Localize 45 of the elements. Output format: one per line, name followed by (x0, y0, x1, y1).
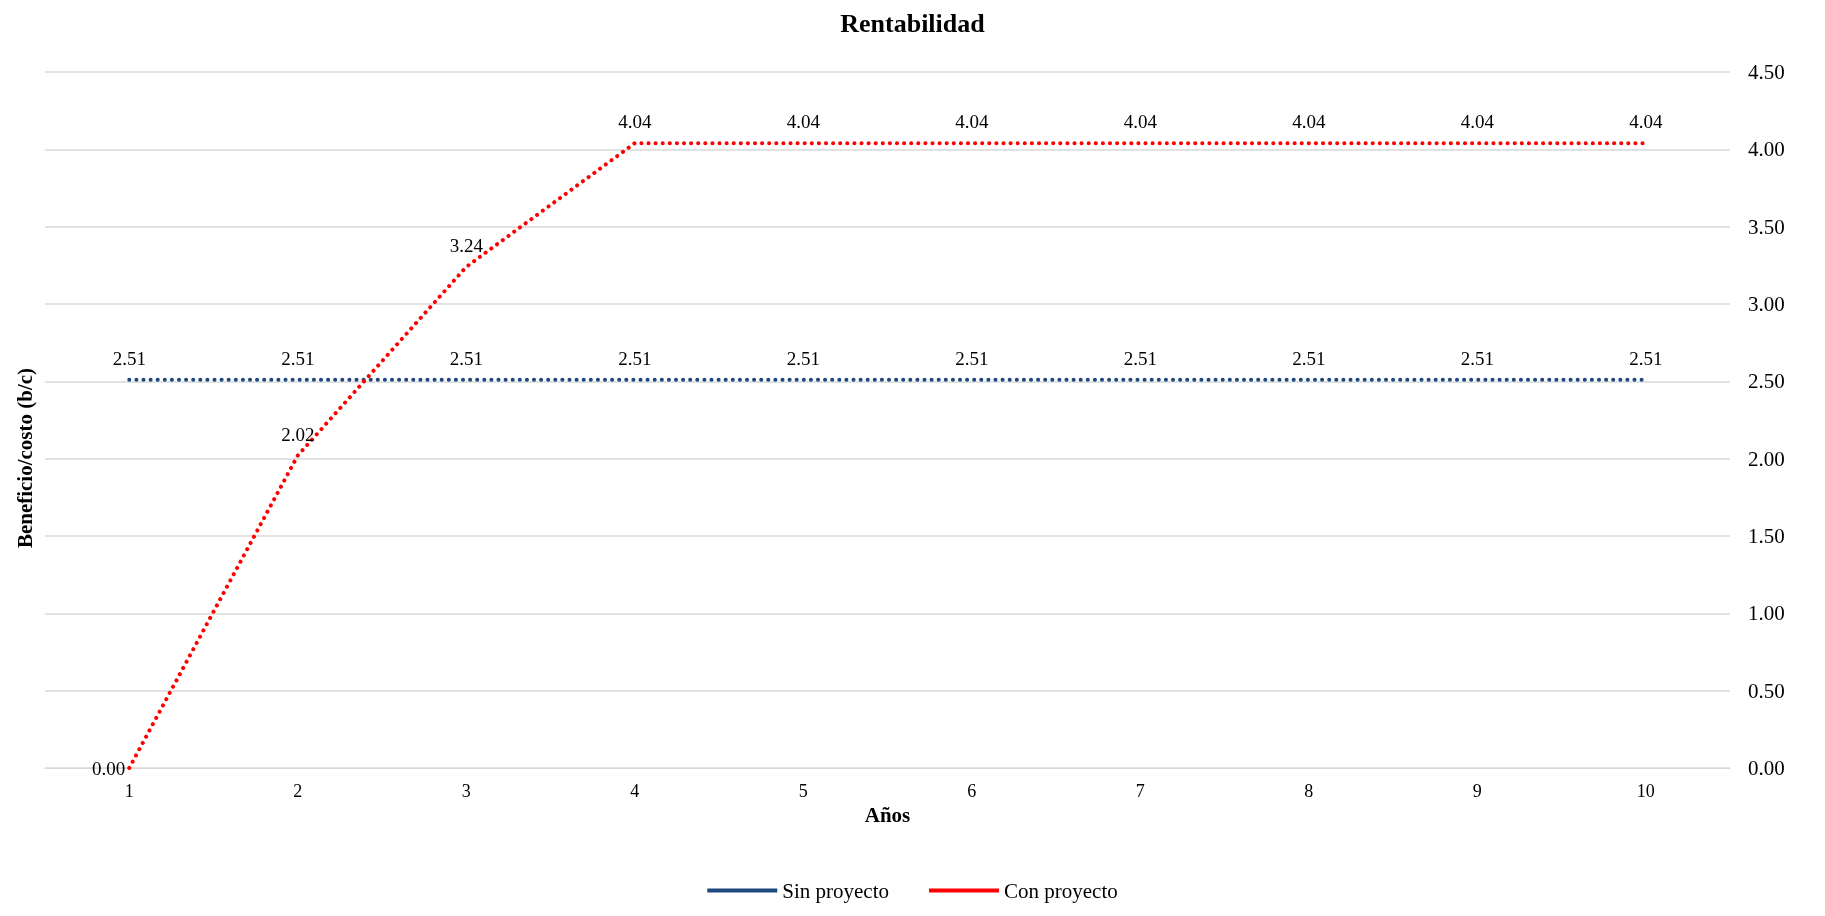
data-label: 4.04 (1629, 111, 1663, 133)
x-tick-label: 7 (1135, 781, 1145, 801)
y-tick-label: 2.00 (1748, 446, 1785, 471)
data-label: 4.04 (786, 111, 821, 133)
x-tick-label: 1 (124, 781, 134, 801)
x-tick-label: 2 (293, 781, 303, 801)
y-tick-label: 1.50 (1748, 524, 1785, 548)
x-tick-label: 6 (967, 781, 977, 801)
y-tick-label: 3.50 (1748, 214, 1785, 239)
data-label: 2.51 (1292, 347, 1326, 369)
data-label: 4.04 (1292, 111, 1326, 133)
x-tick-label: 10 (1636, 781, 1655, 801)
data-label: 2.51 (1629, 347, 1663, 369)
data-label: 2.51 (281, 347, 315, 369)
y-tick-label: 2.50 (1748, 369, 1785, 394)
x-axis-title: Años (864, 803, 911, 828)
data-label: 2.51 (449, 347, 483, 369)
data-label: 2.51 (1123, 347, 1157, 369)
data-label: 2.51 (955, 347, 989, 369)
x-tick-label: 8 (1304, 781, 1314, 801)
data-label: 4.04 (1123, 111, 1158, 133)
y-tick-label: 0.00 (1748, 756, 1785, 780)
x-tick-label: 4 (630, 781, 640, 801)
x-tick-label: 3 (461, 781, 471, 801)
legend-label: Sin proyecto (782, 878, 889, 903)
x-tick-label: 5 (798, 781, 808, 801)
legend-label: Con proyecto (1004, 878, 1118, 903)
y-tick-label: 1.00 (1748, 601, 1785, 626)
data-label: 2.51 (112, 347, 146, 369)
data-label: 4.04 (618, 111, 652, 133)
data-label: 4.04 (1460, 111, 1495, 133)
y-tick-label: 3.00 (1748, 292, 1785, 316)
y-tick-label: 4.00 (1748, 137, 1785, 162)
data-label: 2.51 (786, 347, 820, 369)
chart-title: Rentabilidad (840, 8, 986, 38)
data-label: 3.24 (449, 234, 484, 256)
y-axis-title: Beneficio/costo (b/c) (12, 367, 37, 549)
y-tick-label: 0.50 (1748, 678, 1785, 703)
data-label: 2.51 (618, 347, 652, 369)
data-label: 2.51 (1460, 347, 1494, 369)
y-tick-label: 4.50 (1748, 60, 1785, 84)
data-label: 0.00 (92, 757, 126, 779)
x-tick-label: 9 (1472, 781, 1482, 801)
data-label: 4.04 (955, 111, 989, 133)
data-label: 2.02 (281, 423, 315, 445)
